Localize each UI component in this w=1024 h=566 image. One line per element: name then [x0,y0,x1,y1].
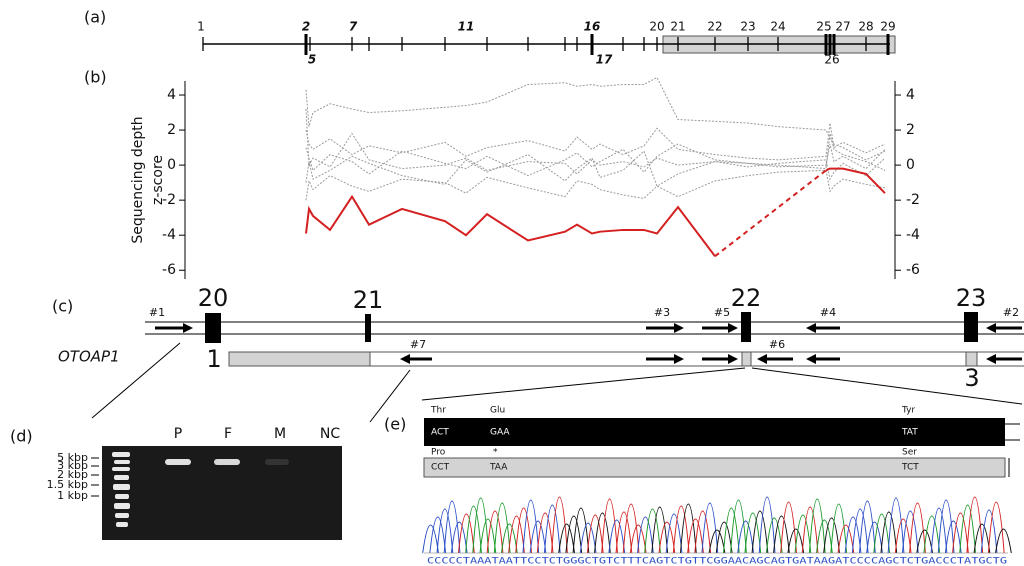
sample-line [306,77,885,159]
lane-label: F [224,426,232,442]
lane-label: M [274,426,286,442]
y-tick-label: 4 [906,87,915,103]
exon [205,313,221,343]
y-tick-label: -2 [906,192,920,208]
exon-number: 7 [349,20,358,34]
exon [964,312,978,342]
pseudogene-exon [742,352,751,366]
exon-number: 5 [308,53,316,67]
codon: TCT [901,463,919,473]
primer-label: #3 [654,306,670,319]
primer-label: #6 [769,338,785,351]
exon-label: 21 [353,286,384,314]
exon-label: 22 [731,284,762,312]
figure: (a) (b) (c) (d) (e) Sequencing depth z-s… [0,0,1024,566]
amino-acid: Glu [490,406,505,416]
sample-line [306,170,885,200]
primer-label: #2 [1003,306,1019,319]
highlight-line [826,169,885,194]
amino-acid: Pro [431,448,446,458]
pseudogene-exon-label: 3 [964,364,979,392]
pseudogene-exon-label: 1 [206,345,221,373]
primer-label: #4 [820,306,836,319]
page: {"panel_labels": ["(a)", "(b)", "(c)", "… [0,0,1024,566]
y-tick-label: 0 [906,157,915,173]
exon-number: 23 [740,20,755,34]
exon-number: 28 [858,20,873,34]
primer-arrow-head [806,323,816,333]
codon: GAA [490,428,510,438]
primer-label: #5 [714,306,730,319]
primer-arrow-head [674,323,684,333]
amino-acid: Tyr [901,406,915,416]
y-tick-label: 2 [906,122,915,138]
exon-number: 29 [880,20,895,34]
panel-label: (e) [384,415,406,434]
primer-label: #7 [410,338,426,351]
y-tick-label: -4 [162,227,176,243]
codon: CCT [431,463,450,473]
panel-label: (c) [52,297,73,316]
primer-arrow-head [728,323,738,333]
exon-number: 21 [670,20,685,34]
codon: TAA [489,463,508,473]
y-tick-label: -4 [906,227,920,243]
exon-number: 17 [596,53,613,67]
exon-number: 2 [302,20,310,34]
highlight-line [306,197,715,257]
gel-band [165,459,191,465]
codon: TAT [901,428,918,438]
y-axis-label: Sequencing depth [130,116,146,243]
panel-label: (a) [84,8,106,27]
exon-number: 26 [824,53,839,67]
amino-acid: * [493,448,498,458]
lane-label: P [174,426,182,442]
ref-track [424,418,1005,446]
y-tick-label: -2 [162,192,176,208]
exon-number: 16 [584,20,601,34]
exon-label: 20 [198,284,229,312]
y-tick-label: 2 [167,122,176,138]
exon [365,314,371,342]
gel-band [214,459,240,465]
pseudogene-exon [229,352,370,366]
primer-arrow-head [986,323,996,333]
exon-number: 11 [458,20,475,34]
exon-number: 1 [197,20,205,34]
exon [741,312,751,342]
exon-number: 20 [649,20,664,34]
exon-number: 25 [816,20,831,34]
amino-acid: Ser [902,448,917,458]
exon-number: 27 [835,20,850,34]
exon-number: 22 [707,20,722,34]
gap-bridge [715,170,826,256]
sample-line [306,123,885,160]
panel-label: (b) [84,68,107,87]
gel-band [265,459,289,465]
y-tick-label: -6 [906,262,920,278]
base-calls: CCCCCTAAATAATTCCTCTGGGCTGTCTTTCAGTCTGTTC… [427,557,1007,566]
exon-label: 23 [956,284,987,312]
primer-arrow-head [183,323,193,333]
y-tick-label: 0 [167,157,176,173]
sample-line [306,109,885,174]
pseudogene-name: OTOAP1 [58,348,120,366]
y-tick-label: -6 [162,262,176,278]
ladder-label: 1 kbp [57,489,88,502]
lane-label: NC [320,426,340,442]
y-tick-label: 4 [167,87,176,103]
sample-line [306,134,885,176]
codon: ACT [431,428,449,438]
amino-acid: Thr [430,406,446,416]
exon-number: 24 [770,20,785,34]
sample-line [306,151,885,186]
primer-label: #1 [149,306,165,319]
panel-label: (d) [10,427,33,446]
